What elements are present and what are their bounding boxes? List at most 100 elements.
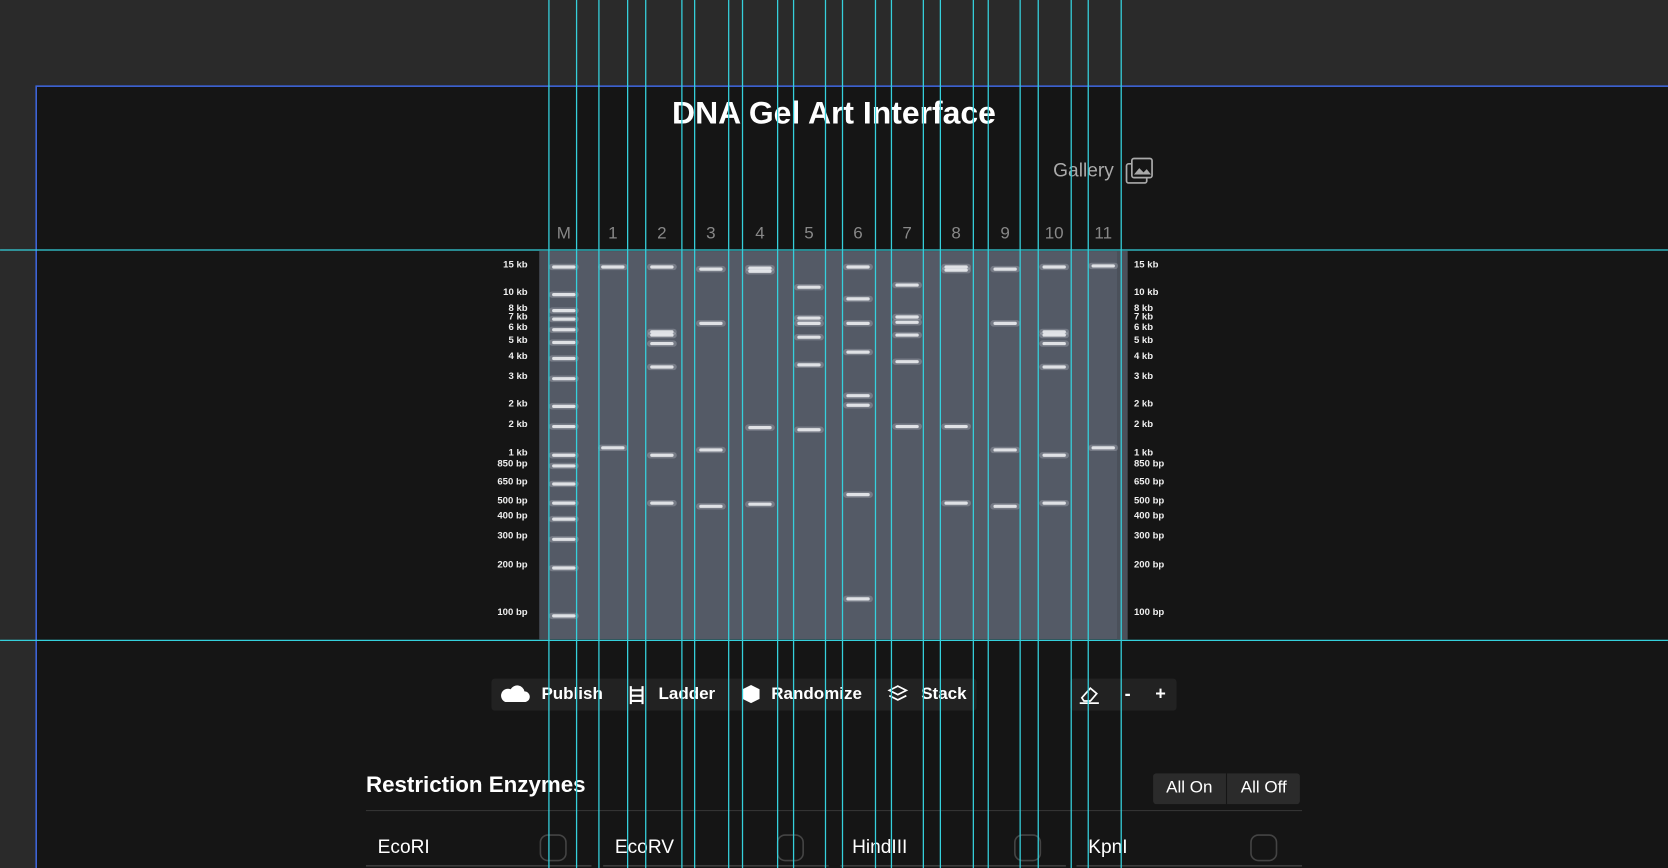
gel-band <box>797 321 821 325</box>
gel-band <box>552 328 576 332</box>
gel-band <box>993 504 1017 508</box>
ladder-label: 3 kb <box>509 371 528 382</box>
zoom-in-button[interactable]: + <box>1155 683 1166 703</box>
gel-band <box>650 453 674 457</box>
ladder-label: 650 bp <box>1134 476 1164 487</box>
gel-band <box>797 316 821 320</box>
gel-band <box>846 597 870 601</box>
ladder-label: 2 kb <box>1134 399 1153 410</box>
gel-band <box>699 448 723 452</box>
gel-band <box>552 356 576 361</box>
publish-button[interactable]: Publish <box>501 684 603 703</box>
eraser-button[interactable] <box>1079 687 1099 704</box>
gel-band <box>944 501 968 505</box>
gel-band <box>650 501 674 505</box>
gel-band <box>552 566 576 570</box>
ladder-label: 15 kb <box>1134 259 1159 270</box>
gel-band <box>846 403 870 407</box>
gel-band <box>699 267 723 271</box>
gel <box>539 251 1128 640</box>
gel-band <box>895 333 919 337</box>
button-label: Stack <box>921 684 967 703</box>
all-off-button[interactable]: All Off <box>1241 778 1287 797</box>
lane-label: 10 <box>1045 224 1064 243</box>
enzyme-name: KpnI <box>1088 837 1127 858</box>
ladder-label: 10 kb <box>503 287 528 298</box>
ladder-label: 500 bp <box>497 496 527 507</box>
ladder-label: 500 bp <box>1134 496 1164 507</box>
gel-band <box>748 266 772 270</box>
ladder-label: 850 bp <box>497 458 527 469</box>
gel-band <box>993 267 1017 271</box>
gel-band <box>797 428 821 432</box>
zoom-out-button[interactable]: - <box>1125 683 1131 703</box>
enzyme-list: EcoRI EcoRV HindIII KpnI <box>365 834 1303 867</box>
gel-band <box>552 537 576 541</box>
gel-band <box>552 265 576 269</box>
gel-band <box>797 363 821 367</box>
gel-band <box>699 321 723 325</box>
gel-band <box>748 269 772 273</box>
ladder-label: 6 kb <box>509 322 528 333</box>
all-on-button[interactable]: All On <box>1166 778 1212 797</box>
section-title: Restriction Enzymes <box>366 772 586 797</box>
lane-label: 7 <box>902 224 911 243</box>
ladder-label: 6 kb <box>1134 322 1153 333</box>
ladder-label: 5 kb <box>1134 335 1153 346</box>
gel-band <box>846 394 870 398</box>
gel-band <box>552 404 576 408</box>
enzyme-name: EcoRI <box>378 837 430 858</box>
gel-band <box>895 283 919 287</box>
gel-band <box>552 501 576 505</box>
gel-band <box>797 285 821 289</box>
ladder-label: 3 kb <box>1134 371 1153 382</box>
ladder-label: 300 bp <box>497 531 527 542</box>
gel-band <box>895 315 919 319</box>
enzyme-checkbox[interactable] <box>539 834 567 862</box>
gel-band <box>650 341 674 346</box>
gel-band <box>797 335 821 339</box>
stack-button[interactable]: Stack <box>887 684 967 703</box>
gel-band <box>650 265 674 269</box>
lane-label: 9 <box>1000 224 1009 243</box>
lane-label: 4 <box>755 224 764 243</box>
gel-band <box>846 265 870 269</box>
ladder-label: 5 kb <box>509 335 528 346</box>
gel-band <box>748 426 772 430</box>
gel-band <box>944 424 968 429</box>
enzyme-checkbox[interactable] <box>1014 834 1042 862</box>
ladder-label: 100 bp <box>497 607 527 618</box>
ladder-label: 300 bp <box>1134 531 1164 542</box>
gel-band <box>552 517 576 521</box>
gel-band <box>944 265 968 269</box>
gel-band <box>1042 333 1066 337</box>
gel-band <box>1091 264 1115 268</box>
enzyme-name: HindIII <box>852 837 907 858</box>
ladder-button[interactable]: Ladder <box>629 684 716 705</box>
ladder-label: 100 bp <box>1134 607 1164 618</box>
lane-label: 2 <box>657 224 666 243</box>
ladder-label: 4 kb <box>509 351 528 362</box>
gel-band <box>1042 341 1066 346</box>
lane-label: 11 <box>1094 224 1112 243</box>
gel-band <box>699 504 723 508</box>
enzyme-checkbox[interactable] <box>1250 834 1278 862</box>
gel-band <box>846 350 870 354</box>
cloud-icon <box>501 685 530 703</box>
ladder-label: 10 kb <box>1134 287 1159 298</box>
lane-label: 3 <box>706 224 715 243</box>
gel-band <box>1042 365 1066 369</box>
gallery-label: Gallery <box>1053 160 1114 181</box>
gel-band <box>601 446 625 450</box>
gel-band <box>650 365 674 369</box>
button-label: Ladder <box>658 684 715 703</box>
dice-icon <box>742 685 760 704</box>
gallery-button[interactable]: Gallery <box>1053 157 1153 184</box>
toolbar <box>491 678 977 711</box>
gel-edge <box>539 251 550 640</box>
ladder-label: 200 bp <box>497 559 527 570</box>
gel-band <box>993 321 1017 325</box>
